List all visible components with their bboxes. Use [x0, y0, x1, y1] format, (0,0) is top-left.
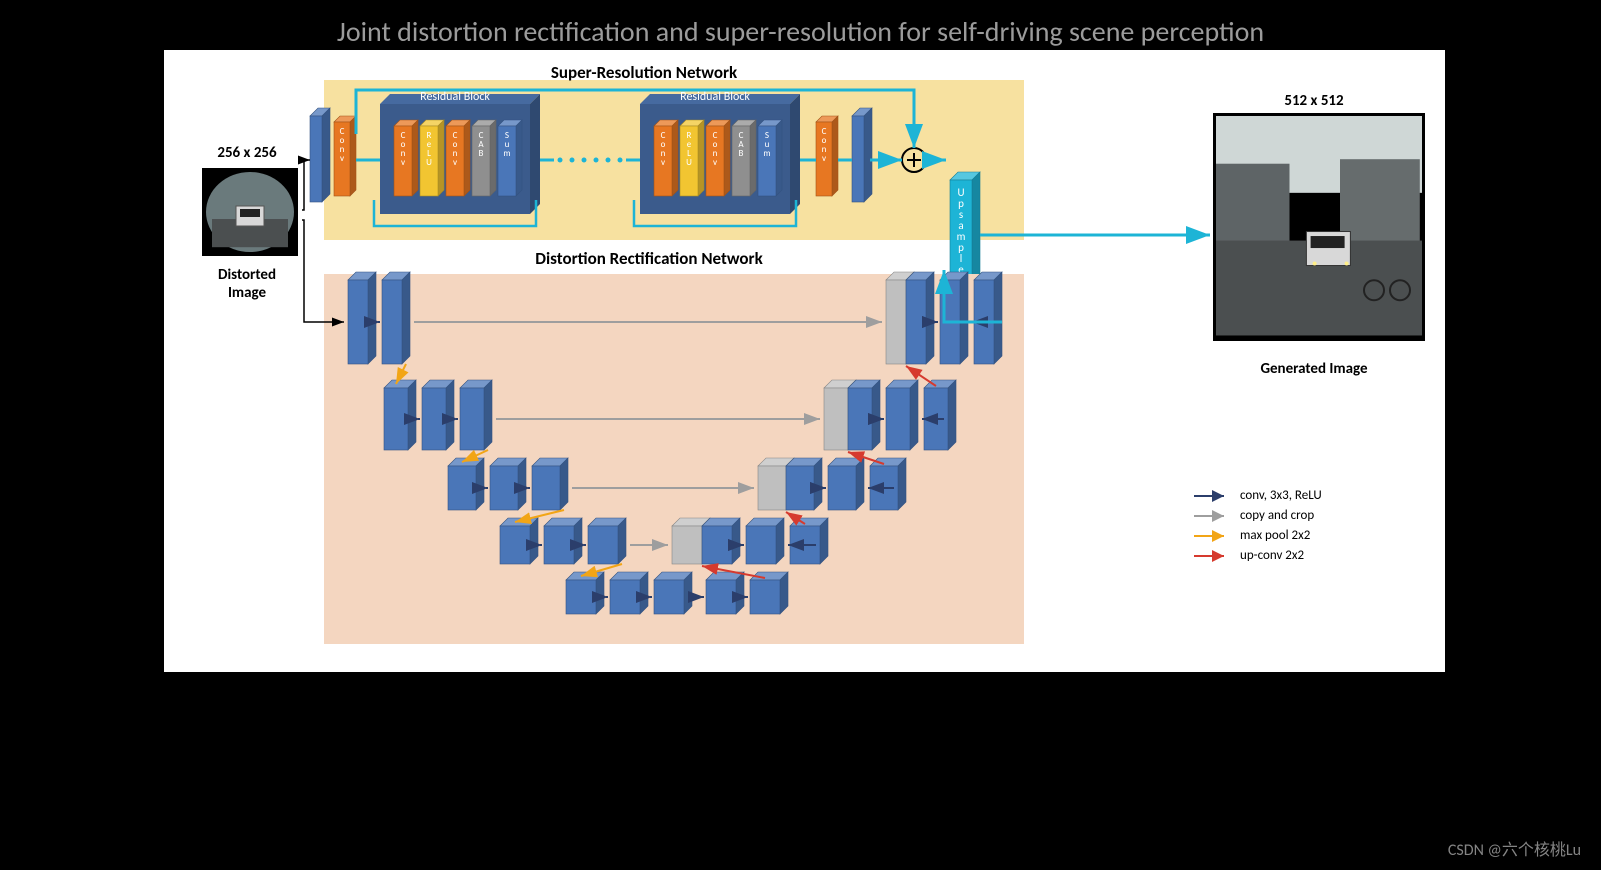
svg-text:v: v [340, 153, 344, 164]
input-caption: Distorted Image [182, 266, 312, 302]
layer-label: Conv [661, 130, 666, 168]
sr-conv-left [334, 116, 356, 196]
output-size-label: 512 x 512 [1204, 92, 1424, 110]
sr-feat-in [310, 108, 330, 202]
svg-text:v: v [661, 157, 665, 168]
unet-block [544, 518, 582, 564]
unet-block [532, 458, 568, 510]
unet-block [588, 518, 626, 564]
sr-title: Super-Resolution Network [504, 62, 784, 83]
sr-conv [654, 120, 678, 196]
unet-block [500, 518, 538, 564]
svg-text:m: m [763, 148, 770, 159]
sr-conv-right [816, 116, 838, 196]
unet-block [750, 572, 788, 614]
input-size-label: 256 x 256 [182, 144, 312, 162]
sr-conv [446, 120, 470, 196]
unet-block [654, 572, 692, 614]
layer-label: ReLU [686, 130, 692, 168]
legend-up: up-conv 2x2 [1192, 548, 1304, 563]
output-image [1214, 114, 1424, 340]
diagram-canvas: ConvResidual BlockConvReLUConvCABSumResi… [164, 50, 1445, 672]
unet-block [786, 458, 822, 510]
layer-label: ReLU [426, 130, 432, 168]
svg-text:B: B [739, 148, 744, 159]
sr-relu [680, 120, 704, 196]
unet-block [460, 380, 492, 450]
unet-block [886, 380, 918, 450]
unet-block [610, 572, 648, 614]
wire [302, 160, 310, 210]
svg-text:m: m [503, 148, 510, 159]
unet-block [906, 272, 934, 364]
unet-block [706, 572, 744, 614]
legend-pool: max pool 2x2 [1192, 528, 1310, 543]
sr-conv [394, 120, 418, 196]
layer-label: Conv [401, 130, 406, 168]
page-title: Joint distortion rectification and super… [0, 14, 1601, 49]
unet-block [348, 272, 376, 364]
unet-block [384, 380, 416, 450]
watermark: CSDN @六个核桃Lu [1448, 836, 1581, 860]
unet-block [790, 518, 828, 564]
svg-text:U: U [426, 157, 432, 168]
layer-label: Conv [713, 130, 718, 168]
sr-cab [472, 120, 496, 196]
layer-label: Conv [453, 130, 458, 168]
unet-block [566, 572, 604, 614]
layer-label: Conv [340, 126, 345, 164]
unet-block [448, 458, 484, 510]
legend-conv: conv, 3x3, ReLU [1192, 488, 1322, 503]
residual-label: Residual Block [420, 90, 490, 104]
svg-text:B: B [479, 148, 484, 159]
unet-block [974, 272, 1002, 364]
svg-text:v: v [713, 157, 717, 168]
unet-block [702, 518, 740, 564]
sr-relu [420, 120, 444, 196]
svg-text:U: U [686, 157, 692, 168]
sr-conv [706, 120, 730, 196]
unet-block [870, 458, 906, 510]
legend-copy: copy and crop [1192, 508, 1314, 523]
unet-block [828, 458, 864, 510]
unet-block [924, 380, 956, 450]
unet-block [382, 272, 410, 364]
output-caption: Generated Image [1204, 360, 1424, 378]
sr-feat-mid [852, 108, 872, 202]
residual-label: Residual Block [680, 90, 750, 104]
unet-block [848, 380, 880, 450]
sr-cab [732, 120, 756, 196]
drn-title: Distortion Rectification Network [484, 248, 814, 269]
svg-text:v: v [822, 153, 826, 164]
unet-block [746, 518, 784, 564]
unet-block [422, 380, 454, 450]
svg-text:v: v [453, 157, 457, 168]
layer-label: Conv [822, 126, 827, 164]
svg-text:v: v [401, 157, 405, 168]
unet-block [490, 458, 526, 510]
